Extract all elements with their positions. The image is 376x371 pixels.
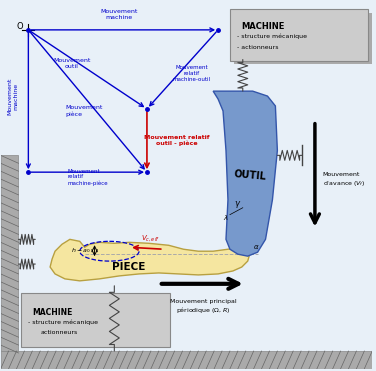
Text: Mouvement
d'avance ($V_f$): Mouvement d'avance ($V_f$) (323, 173, 365, 188)
Text: Mouvement
relatif
machine-outil: Mouvement relatif machine-outil (173, 65, 211, 82)
Text: - actionneurs: - actionneurs (237, 45, 278, 50)
Text: PIECE: PIECE (112, 262, 146, 272)
Text: - structure mécanique: - structure mécanique (28, 319, 99, 325)
Text: Mouvement
pièce: Mouvement pièce (65, 105, 102, 116)
FancyBboxPatch shape (21, 293, 170, 347)
Bar (1, 351, 372, 369)
Text: $\alpha$: $\alpha$ (253, 243, 259, 251)
Text: MACHINE: MACHINE (241, 22, 284, 31)
Text: $\gamma$: $\gamma$ (234, 199, 241, 210)
Text: Mouvement relatif
outil - pièce: Mouvement relatif outil - pièce (144, 135, 209, 146)
Text: Mouvement
relatif
machine-pièce: Mouvement relatif machine-pièce (68, 168, 109, 186)
FancyBboxPatch shape (234, 13, 372, 65)
Text: Mouvement principal
périodique ($\Omega$, $R$): Mouvement principal périodique ($\Omega$… (170, 299, 237, 315)
Text: OUTIL: OUTIL (233, 169, 266, 181)
Polygon shape (50, 239, 250, 281)
Text: $\lambda$: $\lambda$ (223, 213, 229, 222)
Text: $h-a_0$: $h-a_0$ (71, 246, 91, 255)
Polygon shape (213, 91, 277, 256)
Text: actionneurs: actionneurs (40, 330, 77, 335)
Text: O: O (16, 22, 23, 32)
Text: Mouvement
machine: Mouvement machine (7, 78, 18, 115)
Text: Mouvement
outil: Mouvement outil (53, 58, 91, 69)
Text: - structure mécanique: - structure mécanique (237, 34, 307, 39)
Bar (1, 155, 18, 351)
Text: MACHINE: MACHINE (32, 308, 73, 316)
FancyBboxPatch shape (230, 9, 368, 60)
Text: Mouvement
machine: Mouvement machine (101, 9, 138, 20)
Text: $V_{c,eff}$: $V_{c,eff}$ (141, 233, 161, 243)
